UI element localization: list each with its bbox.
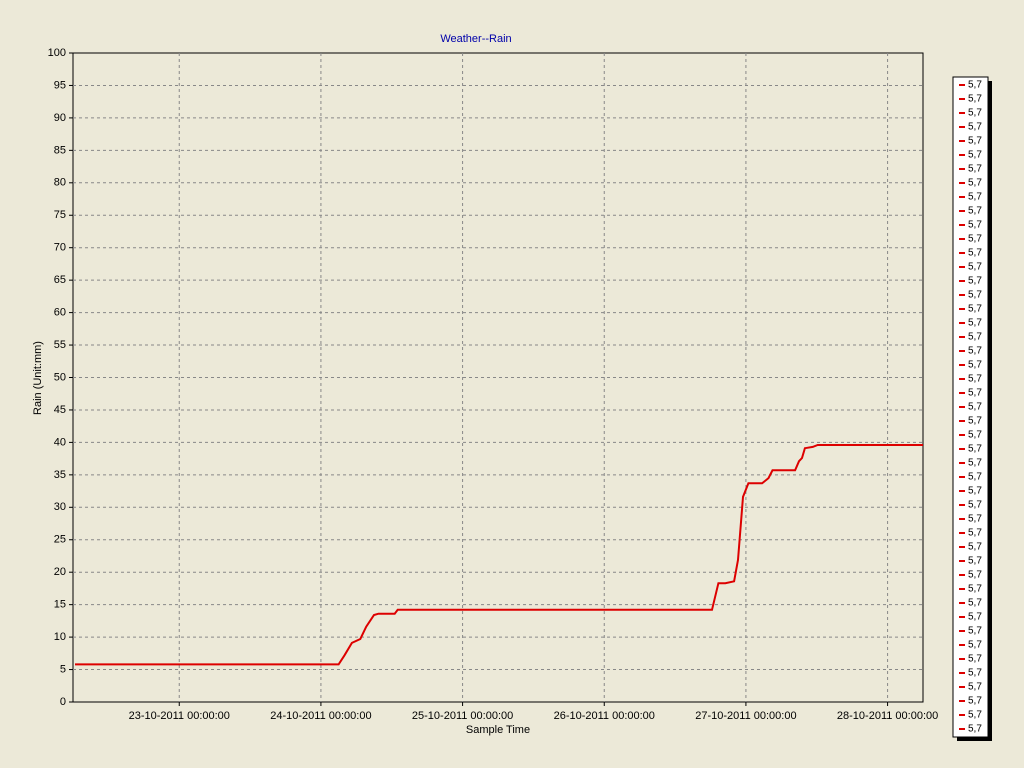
y-tick-label: 75	[54, 209, 66, 221]
legend-label: 5,7	[968, 318, 982, 329]
y-tick-label: 45	[54, 404, 66, 416]
legend-label: 5,7	[968, 234, 982, 245]
legend-label: 5,7	[968, 332, 982, 343]
y-tick-label: 20	[54, 566, 66, 578]
legend-label: 5,7	[968, 654, 982, 665]
legend-label: 5,7	[968, 444, 982, 455]
legend-label: 5,7	[968, 640, 982, 651]
legend-label: 5,7	[968, 542, 982, 553]
y-tick-label: 30	[54, 501, 66, 513]
y-tick-label: 10	[54, 631, 66, 643]
data-line	[75, 444, 923, 666]
legend-label: 5,7	[968, 696, 982, 707]
y-tick-label: 60	[54, 307, 66, 319]
legend-label: 5,7	[968, 724, 982, 735]
legend-label: 5,7	[968, 178, 982, 189]
x-tick-label: 23-10-2011 00:00:00	[129, 710, 230, 722]
legend-label: 5,7	[968, 458, 982, 469]
chart-title: Weather--Rain	[440, 33, 511, 45]
legend-label: 5,7	[968, 626, 982, 637]
legend-label: 5,7	[968, 276, 982, 287]
legend-label: 5,7	[968, 388, 982, 399]
y-tick-label: 40	[54, 436, 66, 448]
y-tick-label: 90	[54, 112, 66, 124]
legend-box	[952, 76, 989, 738]
legend-label: 5,7	[968, 402, 982, 413]
legend-label: 5,7	[968, 584, 982, 595]
legend-label: 5,7	[968, 486, 982, 497]
legend-label: 5,7	[968, 220, 982, 231]
y-tick-label: 100	[48, 47, 66, 59]
y-tick-label: 35	[54, 469, 66, 481]
y-tick-label: 65	[54, 274, 66, 286]
legend-label: 5,7	[968, 304, 982, 315]
legend-label: 5,7	[968, 430, 982, 441]
x-tick-label: 24-10-2011 00:00:00	[270, 710, 371, 722]
legend-label: 5,7	[968, 262, 982, 273]
y-tick-label: 85	[54, 144, 66, 156]
y-tick-label: 80	[54, 177, 66, 189]
legend-label: 5,7	[968, 528, 982, 539]
legend-label: 5,7	[968, 94, 982, 105]
y-axis-label: Rain (Unit:mm)	[32, 341, 44, 415]
legend-label: 5,7	[968, 346, 982, 357]
legend-label: 5,7	[968, 360, 982, 371]
legend-label: 5,7	[968, 416, 982, 427]
legend-label: 5,7	[968, 612, 982, 623]
legend-label: 5,7	[968, 206, 982, 217]
x-tick-label: 25-10-2011 00:00:00	[412, 710, 513, 722]
y-tick-label: 70	[54, 242, 66, 254]
y-tick-label: 50	[54, 371, 66, 383]
x-tick-label: 28-10-2011 00:00:00	[837, 710, 938, 722]
legend-label: 5,7	[968, 668, 982, 679]
x-axis-label: Sample Time	[466, 724, 530, 736]
legend-label: 5,7	[968, 374, 982, 385]
legend-label: 5,7	[968, 248, 982, 259]
legend-label: 5,7	[968, 80, 982, 91]
legend-label: 5,7	[968, 514, 982, 525]
legend-label: 5,7	[968, 290, 982, 301]
x-tick-label: 26-10-2011 00:00:00	[554, 710, 655, 722]
legend-label: 5,7	[968, 108, 982, 119]
y-tick-label: 95	[54, 79, 66, 91]
y-tick-label: 15	[54, 599, 66, 611]
legend-label: 5,7	[968, 150, 982, 161]
y-tick-label: 25	[54, 534, 66, 546]
legend-label: 5,7	[968, 710, 982, 721]
legend-label: 5,7	[968, 192, 982, 203]
legend-label: 5,7	[968, 570, 982, 581]
y-tick-label: 55	[54, 339, 66, 351]
legend-label: 5,7	[968, 682, 982, 693]
legend-label: 5,7	[968, 598, 982, 609]
x-tick-label: 27-10-2011 00:00:00	[695, 710, 796, 722]
legend-label: 5,7	[968, 500, 982, 511]
legend-label: 5,7	[968, 556, 982, 567]
legend-label: 5,7	[968, 136, 982, 147]
legend-label: 5,7	[968, 164, 982, 175]
legend-label: 5,7	[968, 472, 982, 483]
y-tick-label: 5	[60, 663, 66, 675]
legend-label: 5,7	[968, 122, 982, 133]
y-tick-label: 0	[60, 696, 66, 708]
